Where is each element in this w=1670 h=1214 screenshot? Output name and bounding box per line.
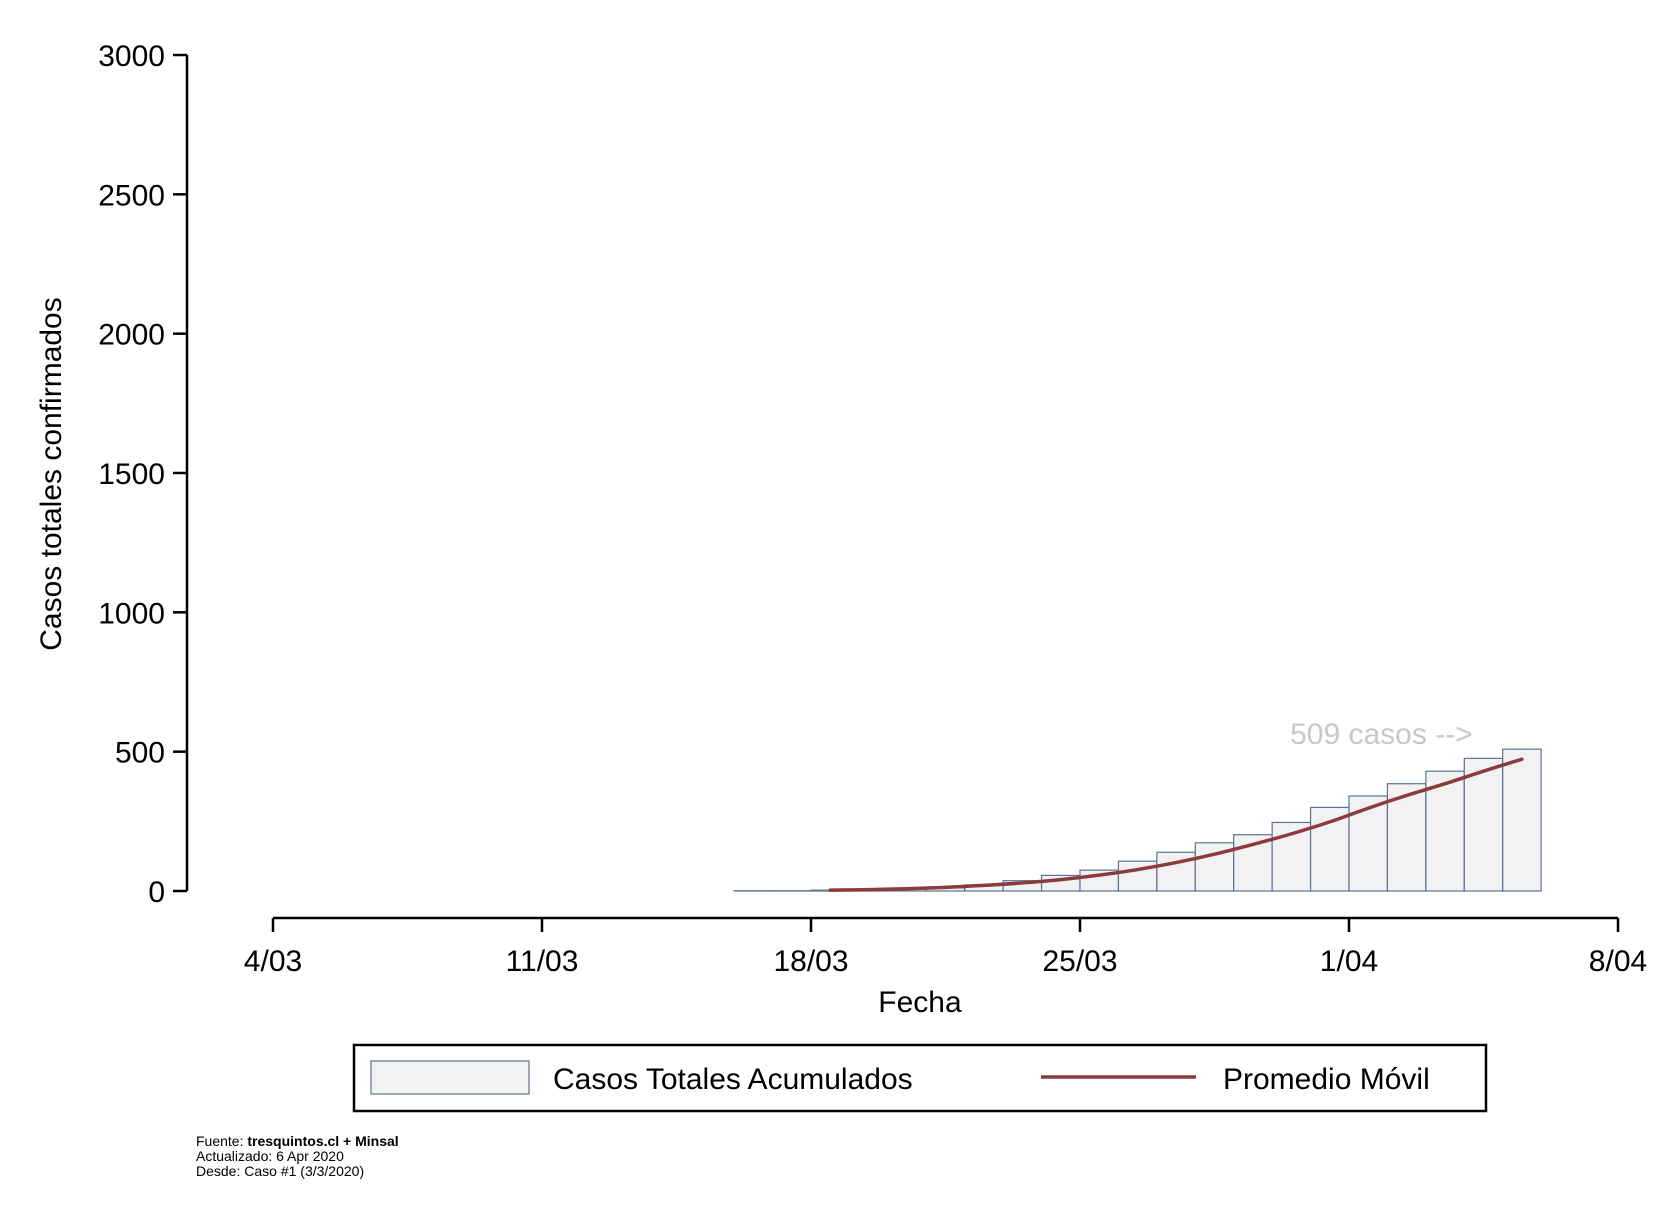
- y-tick-label: 3000: [98, 40, 165, 73]
- bar-2020-04-05: [1502, 748, 1542, 892]
- y-tick-label: 2000: [98, 319, 165, 352]
- bar-2020-04-01: [1348, 795, 1389, 892]
- legend-swatch-bars: [370, 1060, 530, 1095]
- x-tick-label: 8/04: [1589, 945, 1647, 978]
- footnote-source-prefix: Fuente:: [196, 1133, 248, 1149]
- footnote-updated: Actualizado: 6 Apr 2020: [196, 1148, 344, 1164]
- y-tick-label: 500: [115, 737, 165, 770]
- footnote-since: Desde: Caso #1 (3/3/2020): [196, 1163, 365, 1179]
- x-tick-label: 1/04: [1320, 945, 1378, 978]
- y-axis: 0 500 1000 1500 2000 2500 3000: [98, 40, 189, 909]
- moving-average-line: [828, 757, 1524, 892]
- x-tick-label: 18/03: [773, 945, 848, 978]
- y-axis-title: Casos totales confirmados: [35, 297, 68, 651]
- annotation-last-value: 509 casos -->: [1290, 718, 1473, 751]
- y-tick-label: 2500: [98, 179, 165, 212]
- bar-2020-03-31: [1309, 806, 1350, 892]
- legend-frame: [352, 1043, 1488, 1113]
- footnotes: Fuente: tresquintos.cl + Minsal Actualiz…: [196, 1134, 399, 1179]
- footnote-source: Fuente: tresquintos.cl + Minsal: [196, 1134, 399, 1149]
- moving-average-series: [828, 757, 1524, 892]
- x-tick-label: 11/03: [506, 945, 579, 978]
- bar-2020-04-04: [1463, 757, 1504, 892]
- y-tick-label: 0: [148, 876, 165, 909]
- legend: Casos Totales Acumulados Promedio Móvil: [352, 1043, 1488, 1113]
- y-tick-label: 1500: [98, 458, 165, 491]
- footnote-source-name: tresquintos.cl + Minsal: [247, 1133, 399, 1149]
- x-axis-title: Fecha: [878, 986, 962, 1019]
- y-tick-label: 1000: [98, 597, 165, 630]
- legend-label-line: Promedio Móvil: [1223, 1063, 1430, 1096]
- x-axis: 4/03 11/03 18/03 25/03 1/04 8/04: [244, 916, 1647, 978]
- x-tick-label: 4/03: [244, 945, 302, 978]
- annotation-layer: 509 casos -->: [1290, 718, 1473, 751]
- x-tick-label: 25/03: [1042, 945, 1117, 978]
- legend-label-bars: Casos Totales Acumulados: [553, 1063, 913, 1096]
